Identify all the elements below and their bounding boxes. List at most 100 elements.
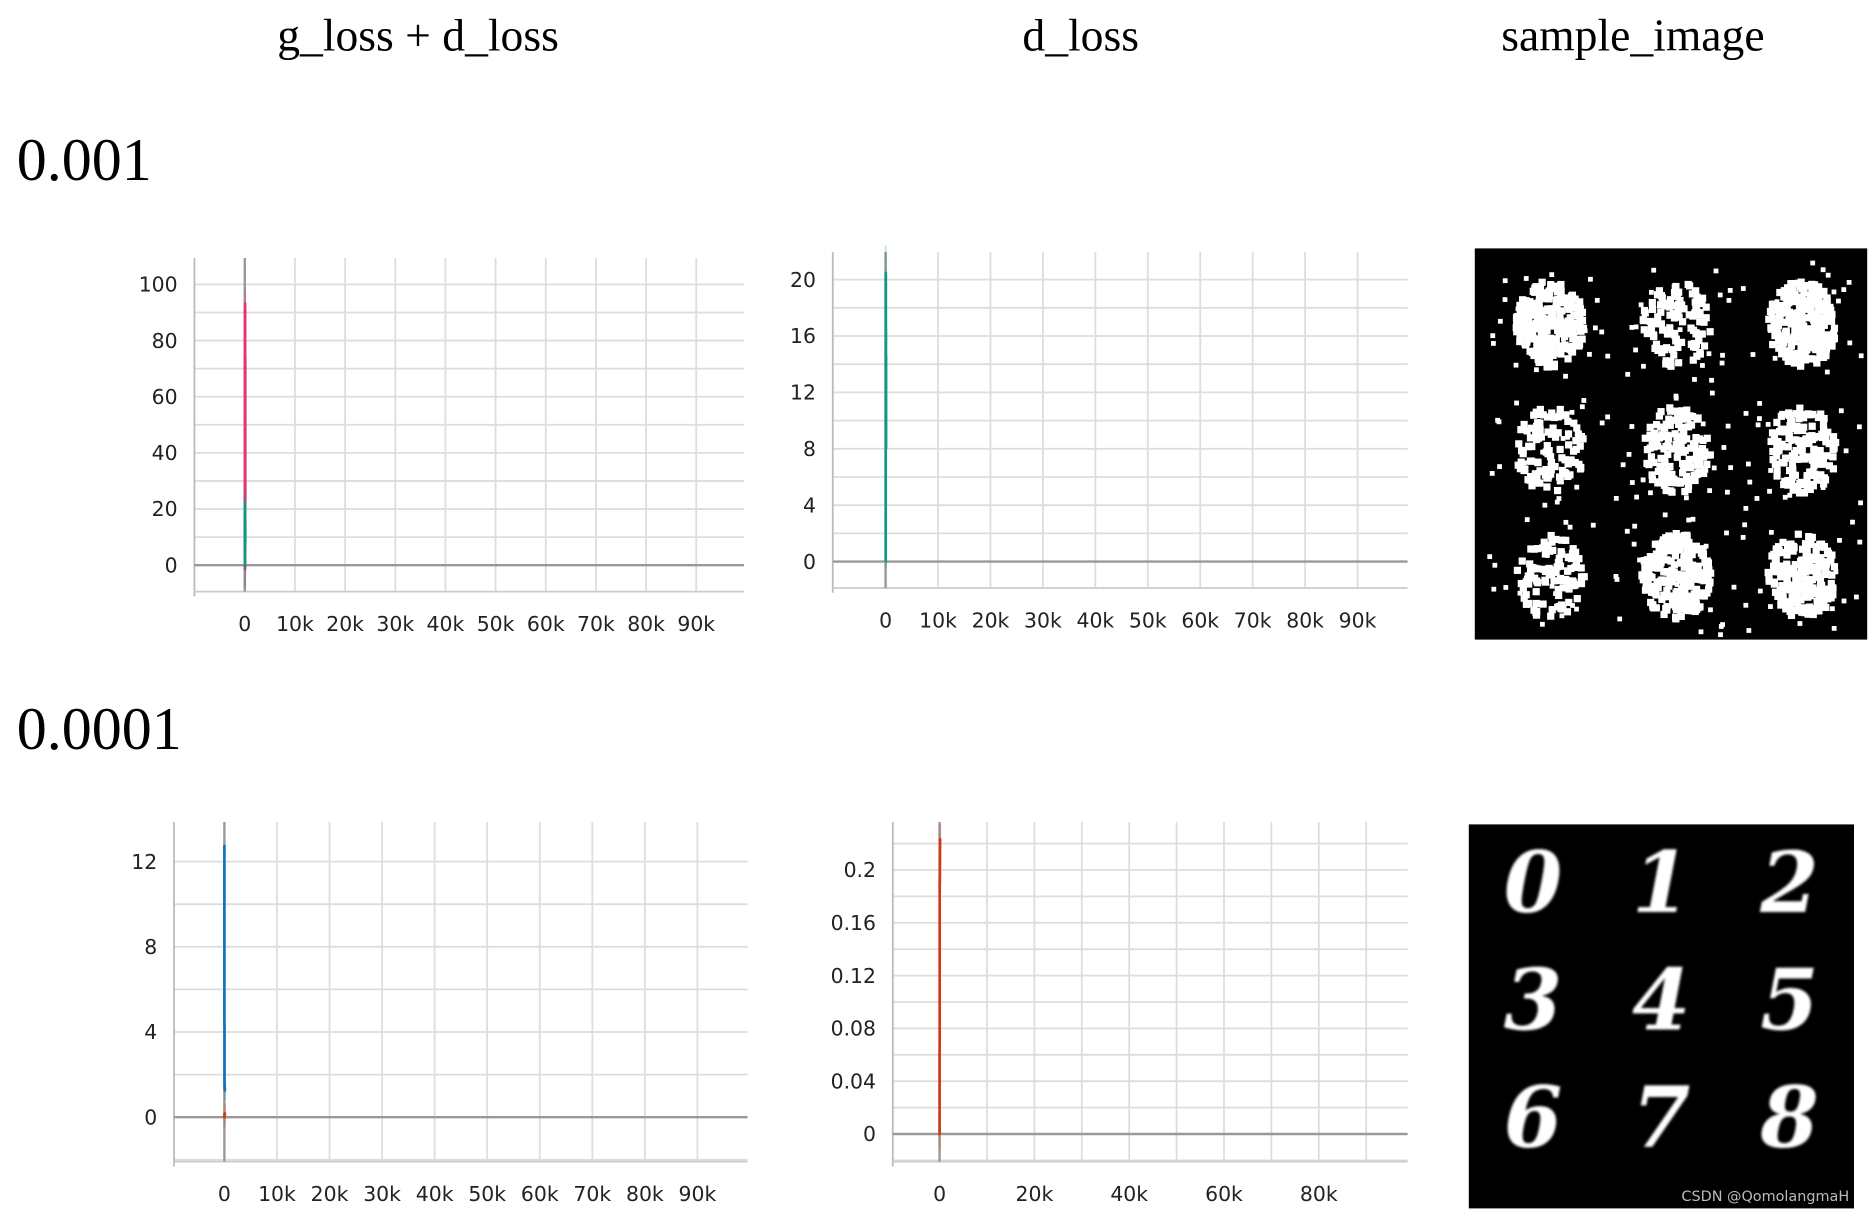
noise-pixel — [1530, 288, 1537, 295]
noise-pixel — [1560, 613, 1565, 618]
noise-pixel — [1693, 606, 1700, 613]
noise-pixel — [1653, 421, 1660, 428]
noise-pixel — [1530, 564, 1535, 569]
noise-pixel — [1633, 348, 1638, 353]
noise-pixel — [1540, 450, 1545, 455]
noise-pixel — [1524, 576, 1531, 583]
noise-pixel — [1779, 539, 1786, 546]
noise-pixel — [1725, 490, 1730, 495]
noise-pixel — [1554, 604, 1559, 609]
noise-pixel — [1556, 314, 1563, 321]
noise-pixel — [1775, 299, 1780, 304]
noise-pixel — [1565, 441, 1572, 448]
noise-pixel — [1544, 305, 1551, 312]
noise-pixel — [1847, 340, 1852, 345]
noise-pixel — [1516, 307, 1521, 312]
x-tick-label: 50k — [468, 1182, 506, 1206]
noise-pixel — [1638, 572, 1645, 579]
noise-pixel — [1660, 445, 1667, 452]
noise-pixel — [1675, 582, 1680, 587]
x-tick-label: 70k — [573, 1182, 611, 1206]
noise-pixel — [1787, 586, 1794, 593]
noise-pixel — [1720, 622, 1725, 627]
noise-pixel — [1807, 338, 1814, 345]
x-tick-label: 30k — [376, 612, 414, 636]
noise-pixel — [1780, 428, 1785, 433]
noise-pixel — [1858, 500, 1863, 505]
noise-pixel — [1534, 343, 1541, 350]
noise-pixel — [1663, 536, 1670, 543]
noise-pixel — [1684, 495, 1689, 500]
noise-pixel — [1706, 328, 1713, 335]
noise-pixel — [1815, 414, 1822, 421]
noise-pixel — [1577, 305, 1584, 312]
noise-pixel — [1539, 279, 1546, 286]
y-tick-label: 8 — [144, 935, 157, 959]
noise-pixel — [1562, 537, 1569, 544]
noise-pixel — [1821, 570, 1828, 577]
noise-pixel — [1766, 422, 1771, 427]
noise-pixel — [1706, 579, 1713, 586]
noise-pixel — [1667, 445, 1672, 450]
noise-pixel — [1677, 547, 1684, 554]
noise-pixel — [1811, 323, 1818, 330]
x-tick-label: 60k — [1181, 609, 1219, 633]
noise-pixel — [1832, 439, 1839, 446]
sample-digit: 8 — [1725, 1059, 1853, 1176]
noise-pixel — [1566, 302, 1573, 309]
noise-pixel — [1527, 434, 1534, 441]
noise-pixel — [1565, 330, 1572, 337]
noise-pixel — [1535, 479, 1542, 486]
noise-pixel — [1534, 459, 1541, 466]
noise-pixel — [1685, 281, 1692, 288]
noise-pixel — [1575, 555, 1582, 562]
noise-pixel — [1798, 607, 1803, 612]
noise-pixel — [1572, 579, 1577, 584]
noise-pixel — [1689, 568, 1696, 575]
noise-pixel — [1656, 412, 1663, 419]
noise-pixel — [1718, 632, 1723, 637]
noise-pixel — [1665, 452, 1670, 457]
noise-pixel — [1644, 330, 1651, 337]
noise-pixel — [1818, 541, 1825, 548]
noise-pixel — [1627, 452, 1632, 457]
noise-pixel — [1699, 629, 1704, 634]
noise-pixel — [1657, 554, 1662, 559]
noise-pixel — [1834, 569, 1839, 574]
noise-pixel — [1832, 290, 1837, 295]
noise-pixel — [1769, 530, 1774, 535]
noise-pixel — [1832, 626, 1837, 631]
noise-pixel — [1578, 326, 1583, 331]
x-tick-label: 70k — [577, 612, 615, 636]
noise-pixel — [1674, 588, 1681, 595]
noise-pixel — [1637, 558, 1642, 563]
noise-pixel — [1765, 569, 1772, 576]
noise-pixel — [1804, 282, 1811, 289]
noise-pixel — [1701, 421, 1706, 426]
y-tick-label: 12 — [131, 850, 157, 874]
noise-pixel — [1680, 554, 1687, 561]
noise-pixel — [1704, 435, 1711, 442]
noise-pixel — [1721, 445, 1726, 450]
noise-pixel — [1673, 540, 1680, 547]
noise-pixel — [1554, 487, 1561, 494]
noise-pixel — [1656, 462, 1663, 469]
x-tick-label: 20k — [326, 612, 364, 636]
noise-pixel — [1514, 313, 1521, 320]
x-tick-label: 0 — [933, 1182, 946, 1206]
noise-pixel — [1643, 460, 1650, 467]
y-tick-label: 0 — [144, 1105, 157, 1129]
noise-pixel — [1714, 269, 1719, 274]
noise-pixel — [1810, 472, 1817, 479]
noise-pixel — [1791, 450, 1798, 457]
x-tick-label: 80k — [626, 1182, 664, 1206]
noise-pixel — [1772, 461, 1779, 468]
noise-pixel — [1535, 356, 1542, 363]
noise-pixel — [1686, 456, 1693, 463]
noise-pixel — [1802, 322, 1807, 327]
noise-pixel — [1533, 600, 1540, 607]
noise-pixel — [1561, 337, 1566, 342]
